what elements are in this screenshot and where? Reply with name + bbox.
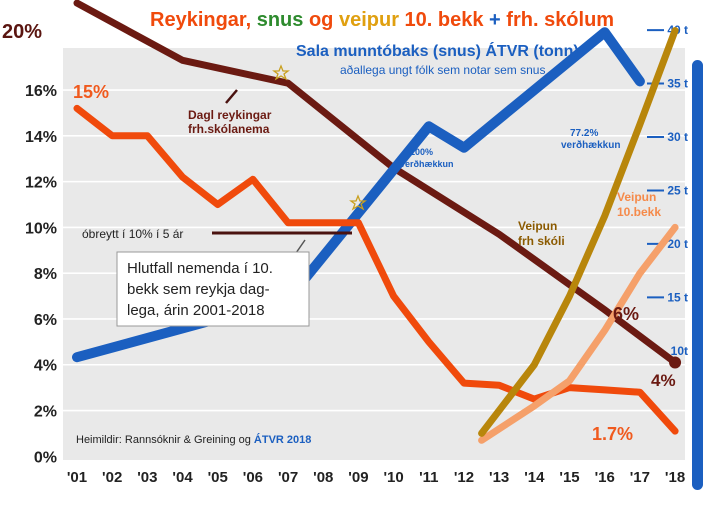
x-axis-ticks: '01 '02 '03 '04 '05 '06 '07 '08 '09 '10 '11 '12 '13 '… (67, 469, 685, 486)
title-part-skolum: frh. skólum (501, 9, 614, 31)
title-part-bekk: 10. bekk (399, 9, 489, 31)
left-tick-label: 4% (34, 358, 57, 375)
x-tick-label: '06 (243, 469, 263, 486)
right-tick-label: 25 t (667, 183, 688, 197)
source-note: Heimildir: Rannsóknir & Greining og ÁTVR… (76, 433, 311, 446)
x-tick-label: '12 (454, 469, 474, 486)
vape10-label-line2: 10.bekk (617, 205, 661, 219)
x-tick-label: '01 (67, 469, 87, 486)
x-tick-label: '05 (208, 469, 228, 486)
series-point-daily-upper (669, 356, 682, 369)
right-tick-label: 35 t (667, 77, 688, 91)
right-tick-label: 30 t (667, 130, 688, 144)
x-tick-label: '18 (665, 469, 685, 486)
callout-leader (295, 239, 306, 254)
chart-subtitle-note: aðallega ungt fólk sem notar sem snus (340, 63, 545, 77)
x-tick-label: '11 (419, 469, 438, 486)
right-tick-label: 10t (671, 344, 688, 358)
star-marker-2009 (349, 194, 367, 211)
label-15-percent: 15% (73, 82, 109, 102)
series-line-smoking10 (73, 104, 679, 435)
left-tick-label: 0% (34, 449, 57, 466)
chart-subtitle: Sala munntóbaks (snus) ÁTVR (tonn) (296, 41, 579, 60)
label-4-percent: 4% (651, 371, 676, 390)
x-tick-label: '02 (102, 469, 122, 486)
left-tick-label: 16% (25, 83, 57, 100)
daily-label-leader (225, 89, 238, 104)
x-tick-label: '16 (595, 469, 615, 486)
vape-upper-label-line2: frh skóli (518, 234, 565, 248)
callout-line3: lega, árin 2001-2018 (127, 302, 265, 319)
right-tick-label: 15 t (667, 290, 688, 304)
title-part-og: og (303, 9, 339, 31)
left-tick-label: 10% (25, 220, 57, 237)
left-tick-label: 14% (25, 129, 57, 146)
title-part-reykingar: Reykingar, (150, 9, 257, 31)
callout-line2: bekk sem reykja dag- (127, 281, 270, 298)
x-tick-label: '14 (524, 469, 545, 486)
vape10-label-line1: Veipun (617, 190, 656, 204)
title-part-plus: + (489, 9, 501, 31)
right-tick-label: 20 t (667, 237, 688, 251)
left-tick-label: 8% (34, 266, 57, 283)
label-20-percent: 20% (2, 21, 42, 43)
star-marker-2007 (272, 64, 290, 81)
x-tick-label: '15 (559, 469, 579, 486)
x-tick-label: '13 (489, 469, 509, 486)
x-tick-label: '07 (278, 469, 298, 486)
label-6-percent: 6% (613, 304, 639, 324)
hike77-line1: 77.2% (570, 128, 598, 139)
series-line-vape-10 (478, 223, 679, 444)
daily-label-line1: Dagl reykingar (188, 108, 272, 122)
hike100-line1: 100% (410, 147, 433, 157)
daily-label-line2: frh.skólanema (188, 122, 270, 136)
x-tick-label: '10 (383, 469, 403, 486)
x-tick-label: '03 (137, 469, 157, 486)
callout-box (116, 251, 310, 327)
x-tick-label: '04 (172, 469, 193, 486)
title-part-veipur: veipur (339, 9, 399, 31)
x-tick-label: '08 (313, 469, 333, 486)
source-atvr: ÁTVR 2018 (254, 433, 311, 446)
label-1-7-percent: 1.7% (592, 424, 633, 444)
chart-title: Reykingar, snus og veipur 10. bekk + frh… (150, 9, 614, 31)
right-axis-bar (692, 60, 703, 490)
left-axis-ticks: 0% 2% 4% 6% 8% 10% 12% 14% 16% (25, 83, 57, 466)
series-line-vape-upper (478, 27, 679, 437)
x-tick-label: '17 (630, 469, 650, 486)
hike77-line2: verðhækkun (561, 139, 620, 151)
title-part-snus: snus (257, 9, 304, 31)
source-prefix: Heimildir: Rannsóknir & Greining og (76, 434, 254, 446)
x-tick-label: '09 (348, 469, 368, 486)
vape-upper-label-line1: Veipun (518, 219, 557, 233)
left-tick-label: 6% (34, 312, 57, 329)
hike100-line2: verðhækkun (400, 159, 454, 169)
left-tick-label: 2% (34, 404, 57, 421)
left-tick-label: 12% (25, 175, 57, 192)
callout-line1: Hlutfall nemenda í 10. (127, 260, 273, 277)
unchanged-label: óbreytt í 10% í 5 ár (82, 227, 183, 241)
